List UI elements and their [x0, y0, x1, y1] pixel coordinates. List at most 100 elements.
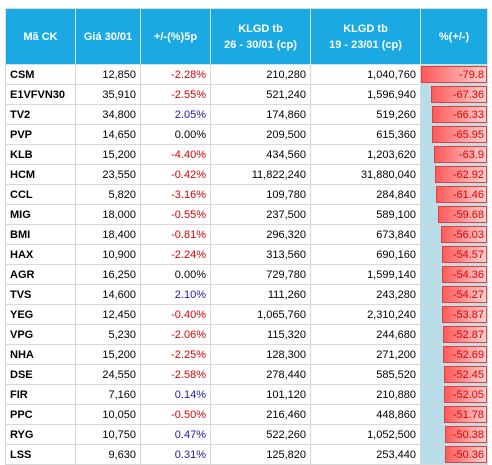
data-bar: [440, 226, 487, 243]
change-cell: -50.38: [420, 424, 488, 445]
cell: 243,280: [310, 284, 421, 305]
cell: -0.42%: [140, 164, 211, 185]
change-value: -54.27: [452, 288, 484, 301]
change-cell: -67.36: [420, 84, 488, 105]
cell: 313,560: [210, 244, 311, 265]
row: PVP 14,650 0.00% 209,500 615,360 -65.95: [5, 124, 488, 145]
row: LSS 9,630 0.31% 125,820 253,440 -50.36: [5, 444, 488, 465]
cell: -3.16%: [140, 184, 211, 205]
change-value: -63.9: [458, 148, 484, 161]
change-value: -56.03: [452, 228, 484, 241]
change-value: -61.46: [452, 188, 484, 201]
symbol: YEG: [5, 304, 76, 325]
row: DSE 24,550 -2.58% 278,440 585,520 -52.45: [5, 364, 488, 385]
row: HCM 23,550 -0.42% 11,822,240 31,880,040 -62.9…: [5, 164, 488, 185]
row: CCL 5,820 -3.16% 109,780 284,840 -61.46: [5, 184, 488, 205]
cell: 10,900: [75, 244, 141, 265]
cell: -0.50%: [140, 404, 211, 425]
cell: 111,260: [210, 284, 311, 305]
data-bar: [443, 386, 487, 403]
data-bar: [441, 246, 487, 263]
change-cell: -61.46: [420, 184, 488, 205]
change-value: -66.33: [452, 108, 484, 121]
cell: 237,500: [210, 204, 311, 225]
cell: 1,599,140: [310, 264, 421, 285]
cell: 1,040,760: [310, 64, 421, 85]
cell: 1,596,940: [310, 84, 421, 105]
symbol: CSM: [5, 64, 76, 85]
change-value: -52.05: [452, 388, 484, 401]
change-value: -50.36: [452, 448, 484, 461]
cell: 115,320: [210, 324, 311, 345]
row: CSM 12,850 -2.28% 210,280 1,040,760 -79.8: [5, 64, 488, 85]
cell: 522,260: [210, 424, 311, 445]
cell: 0.00%: [140, 264, 211, 285]
symbol: MIG: [5, 204, 76, 225]
symbol: HAX: [5, 244, 76, 265]
change-cell: -54.57: [420, 244, 488, 265]
data-bar: [442, 286, 487, 303]
change-value: -65.95: [452, 128, 484, 141]
data-bar: [444, 406, 487, 423]
row: AGR 16,250 0.00% 729,780 1,599,140 -54.36: [5, 264, 488, 285]
cell: 14,600: [75, 284, 141, 305]
data-bar: [432, 126, 487, 143]
cell: 15,200: [75, 144, 141, 165]
cell: -0.81%: [140, 224, 211, 245]
cell: 729,780: [210, 264, 311, 285]
cell: 14,650: [75, 124, 141, 145]
change-cell: -52.87: [420, 324, 488, 345]
cell: 35,910: [75, 84, 141, 105]
cell: 519,260: [310, 104, 421, 125]
change-value: -59.68: [452, 208, 484, 221]
change-cell: -52.69: [420, 344, 488, 365]
header-cell: %(+/-): [420, 8, 488, 65]
change-cell: -66.33: [420, 104, 488, 125]
cell: -0.40%: [140, 304, 211, 325]
row: BMI 18,400 -0.81% 296,320 673,840 -56.03: [5, 224, 488, 245]
cell: 24,550: [75, 364, 141, 385]
symbol: DSE: [5, 364, 76, 385]
header-row: Mã CK Giá 30/01 +/-(%)5p KLGD tb 26 - 30/01…: [5, 8, 488, 65]
row: KLB 15,200 -4.40% 434,560 1,203,620 -63.9: [5, 144, 488, 165]
change-value: -79.8: [458, 68, 484, 81]
symbol: TV2: [5, 104, 76, 125]
symbol: E1VFVN30: [5, 84, 76, 105]
row: TV2 34,800 2.05% 174,860 519,260 -66.33: [5, 104, 488, 125]
change-cell: -79.8: [420, 64, 488, 85]
cell: 2.10%: [140, 284, 211, 305]
cell: -2.06%: [140, 324, 211, 345]
cell: 23,550: [75, 164, 141, 185]
row: VPG 5,230 -2.06% 115,320 244,680 -52.87: [5, 324, 488, 345]
cell: 244,680: [310, 324, 421, 345]
cell: 10,050: [75, 404, 141, 425]
change-cell: -62.92: [420, 164, 488, 185]
change-value: -50.38: [452, 428, 484, 441]
cell: 18,000: [75, 204, 141, 225]
cell: 12,850: [75, 64, 141, 85]
cell: 11,822,240: [210, 164, 311, 185]
change-value: -54.36: [452, 268, 484, 281]
data-bar: [445, 446, 487, 463]
change-cell: -59.68: [420, 204, 488, 225]
change-value: -51.78: [452, 408, 484, 421]
row: E1VFVN30 35,910 -2.55% 521,240 1,596,940 -67.…: [5, 84, 488, 105]
cell: 690,160: [310, 244, 421, 265]
symbol: LSS: [5, 444, 76, 465]
change-cell: -56.03: [420, 224, 488, 245]
symbol: AGR: [5, 264, 76, 285]
cell: -2.28%: [140, 64, 211, 85]
cell: 2.05%: [140, 104, 211, 125]
cell: 5,230: [75, 324, 141, 345]
cell: 10,750: [75, 424, 141, 445]
data-bar: [431, 86, 487, 103]
cell: 0.14%: [140, 384, 211, 405]
cell: 278,440: [210, 364, 311, 385]
cell: 284,840: [310, 184, 421, 205]
change-value: -52.69: [452, 348, 484, 361]
header-cell: +/-(%)5p: [140, 8, 211, 65]
cell: 0.31%: [140, 444, 211, 465]
cell: 2,310,240: [310, 304, 421, 325]
cell: 18,400: [75, 224, 141, 245]
